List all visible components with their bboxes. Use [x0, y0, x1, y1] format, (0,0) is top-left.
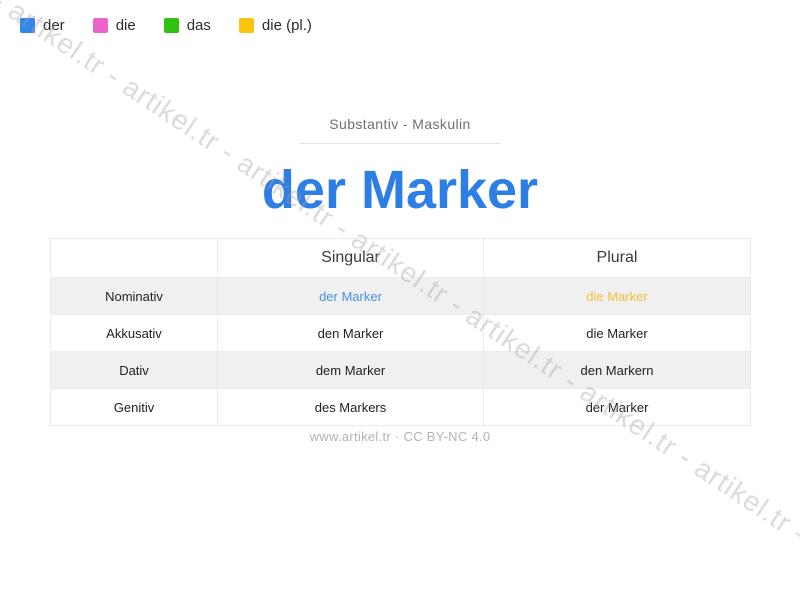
case-column-header: [50, 238, 218, 278]
case-label-dativ: Dativ: [50, 351, 218, 389]
footer-attribution: www.artikel.tr · CC BY-NC 4.0: [309, 429, 491, 444]
legend-label-die: die: [115, 17, 136, 34]
legend-item-die-plural: die (pl.): [238, 17, 312, 34]
article-color-legend: der die das die (pl.): [20, 17, 312, 34]
case-label-nominativ: Nominativ: [50, 277, 218, 315]
singular-column-header: Singular: [217, 238, 484, 278]
dativ-singular-value: dem Marker: [217, 351, 484, 389]
das-color-swatch: [163, 18, 179, 33]
declension-table: Singular Plural Nominativ der Marker die…: [50, 238, 751, 426]
legend-label-die-plural: die (pl.): [261, 17, 312, 34]
die-color-swatch: [92, 18, 108, 33]
case-label-akkusativ: Akkusativ: [50, 314, 218, 352]
table-row-genitiv: Genitiv des Markers der Marker: [50, 388, 751, 426]
table-row-dativ: Dativ dem Marker den Markern: [50, 351, 751, 389]
der-color-swatch: [20, 18, 35, 33]
nominativ-singular-value: der Marker: [217, 277, 484, 315]
akkusativ-plural-value: die Marker: [483, 314, 751, 352]
legend-item-das: das: [163, 17, 211, 34]
table-row-nominativ: Nominativ der Marker die Marker: [50, 277, 751, 315]
page-title: der Marker: [261, 160, 539, 220]
legend-label-das: das: [186, 17, 211, 34]
dativ-plural-value: den Markern: [483, 351, 751, 389]
nominativ-plural-value: die Marker: [483, 277, 751, 315]
plural-column-header: Plural: [483, 238, 751, 278]
table-header-row: Singular Plural: [50, 238, 751, 278]
legend-label-der: der: [43, 17, 65, 34]
word-type-subtitle: Substantiv - Maskulin: [300, 116, 500, 144]
case-label-genitiv: Genitiv: [50, 388, 218, 426]
table-row-akkusativ: Akkusativ den Marker die Marker: [50, 314, 751, 352]
legend-item-die: die: [92, 17, 136, 34]
legend-item-der: der: [20, 17, 65, 34]
die-plural-color-swatch: [238, 18, 254, 33]
genitiv-plural-value: der Marker: [483, 388, 751, 426]
akkusativ-singular-value: den Marker: [217, 314, 484, 352]
genitiv-singular-value: des Markers: [217, 388, 484, 426]
